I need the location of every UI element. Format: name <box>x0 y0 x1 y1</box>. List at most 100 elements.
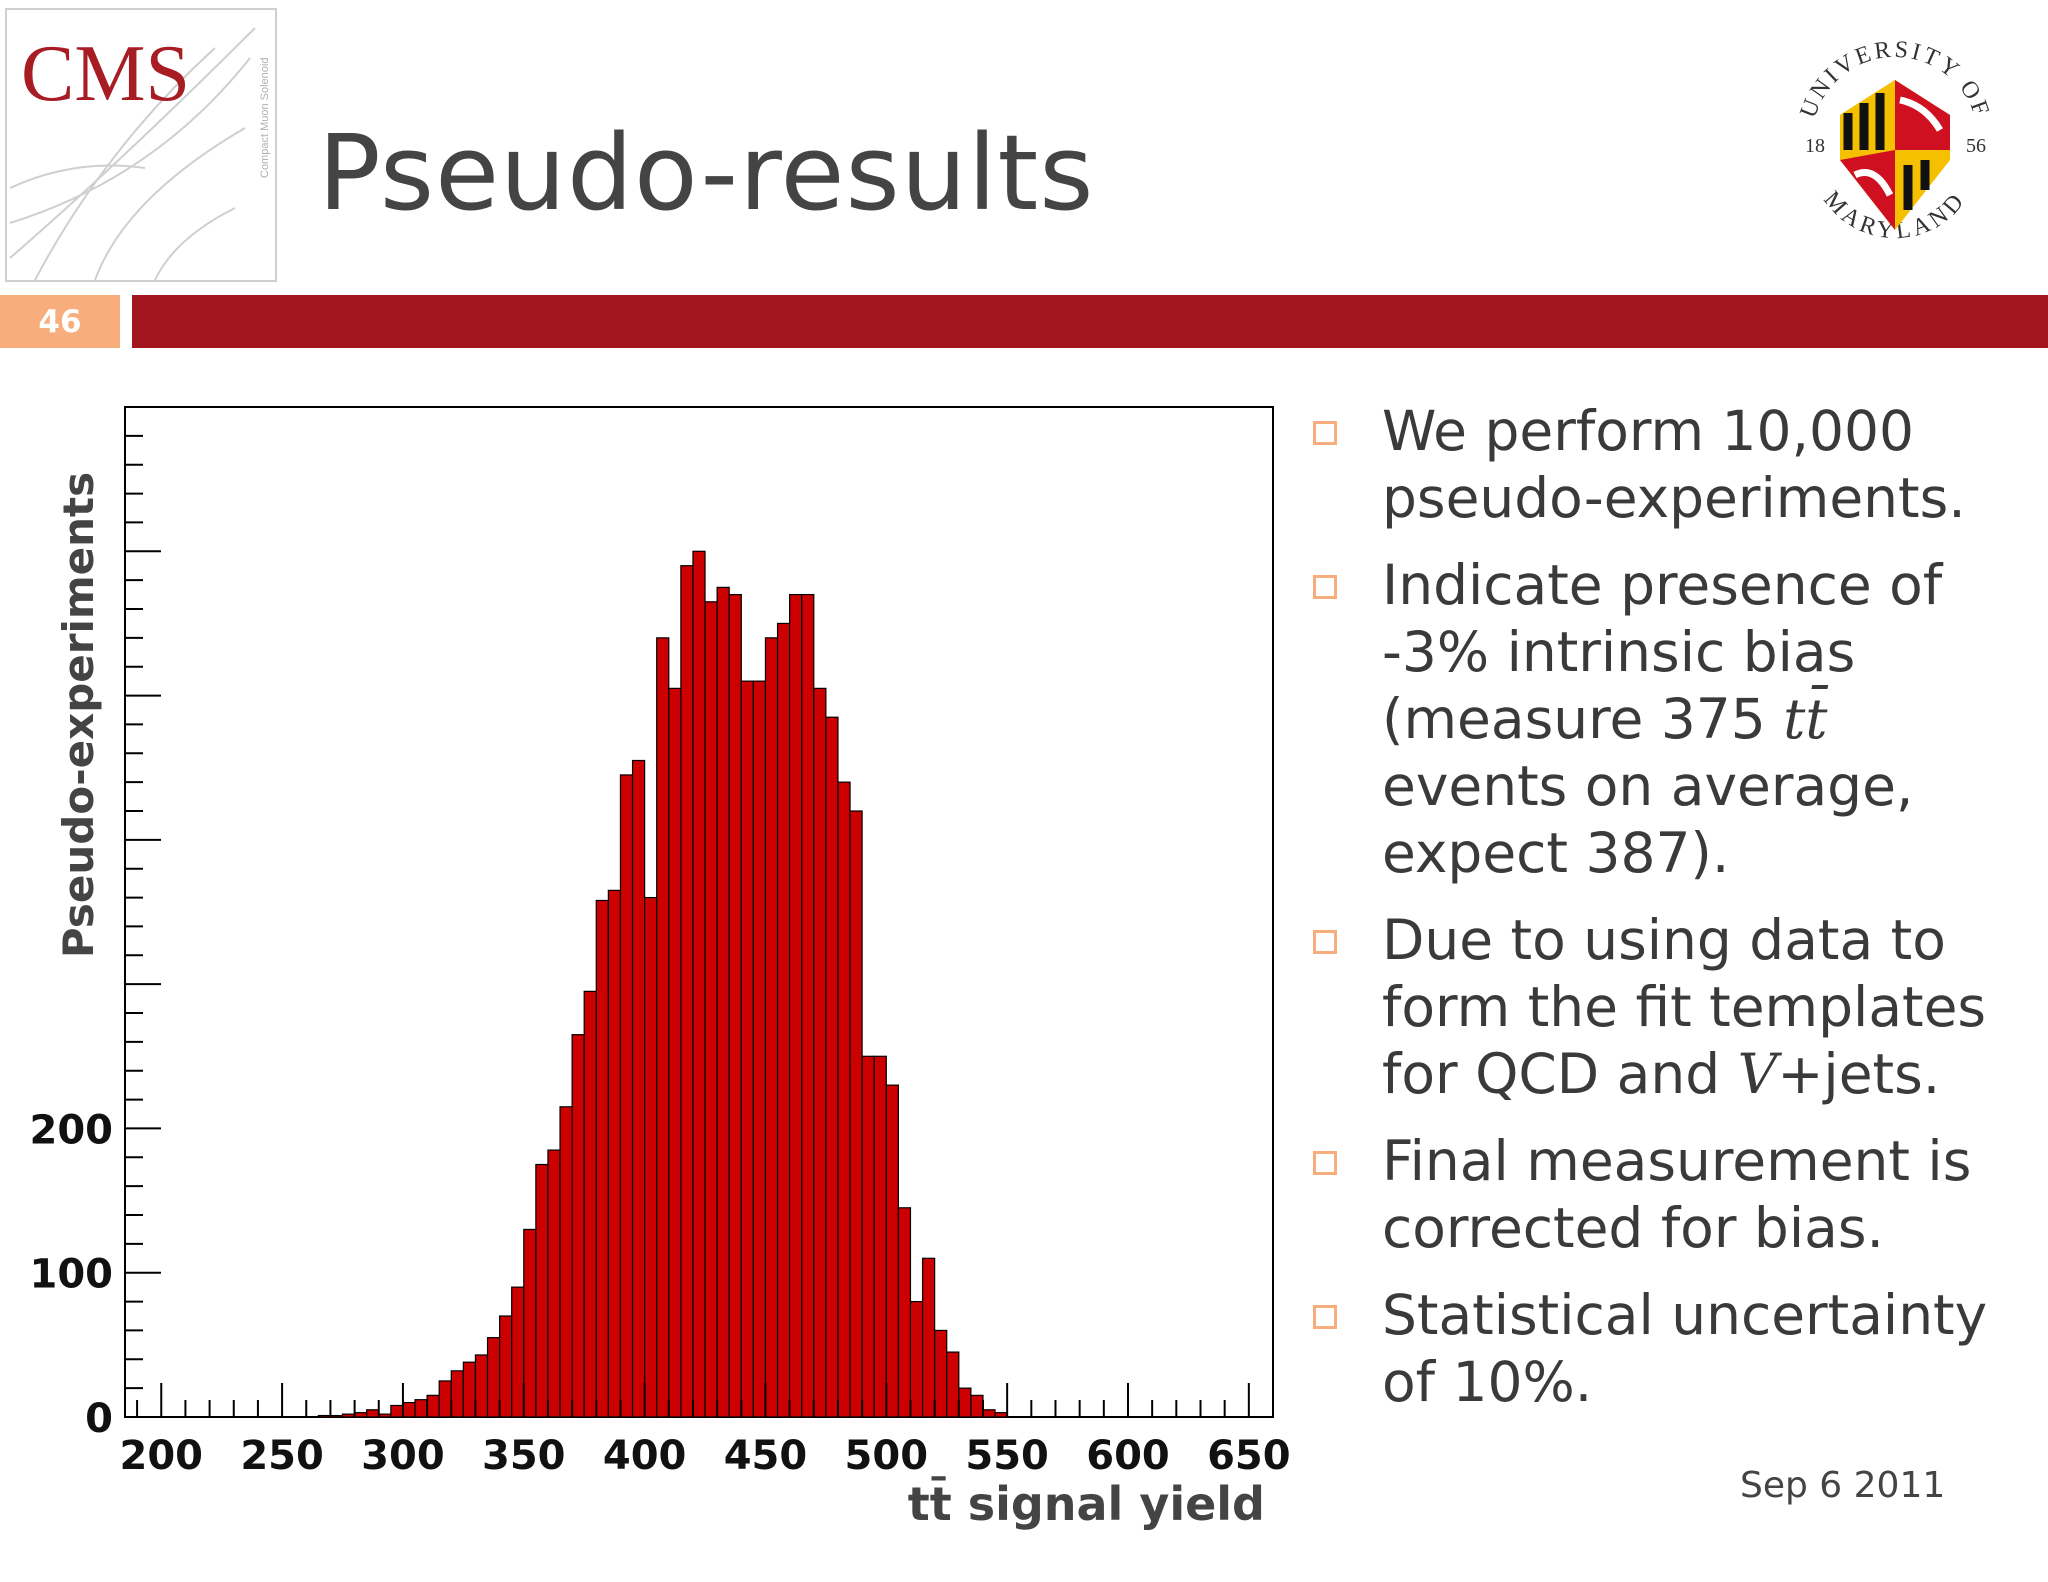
x-tick-label: 600 <box>1086 1433 1170 1479</box>
bullet-square-icon <box>1313 1151 1337 1175</box>
cms-logo: CMS Compact Muon Solenoid <box>5 8 277 282</box>
date-footer: Sep 6 2011 <box>1740 1465 1946 1506</box>
histogram-bar <box>994 1412 1008 1418</box>
bullet-line: for QCD and V+jets. <box>1382 1041 2040 1108</box>
histogram-bar <box>438 1380 452 1418</box>
x-tick-label: 450 <box>724 1433 808 1479</box>
histogram-bar <box>958 1387 972 1418</box>
histogram-bar <box>752 680 767 1418</box>
bullet-line: Due to using data to <box>1382 907 2040 974</box>
maryland-flag-shield-icon <box>1840 80 1950 230</box>
histogram-bar <box>486 1337 501 1418</box>
bullet-text-post: +jets. <box>1777 1042 1941 1106</box>
histogram-bar <box>329 1414 344 1418</box>
histogram-bar <box>571 1034 585 1418</box>
x-tick-label: 550 <box>965 1433 1049 1479</box>
histogram-bar <box>885 1084 899 1418</box>
umd-seal: UNIVERSITY OF MARYLAND 18 56 <box>1795 37 1991 245</box>
x-tick-label: 350 <box>482 1433 566 1479</box>
bullet-line: corrected for bias. <box>1382 1195 2040 1262</box>
bullet-line: (measure 375 tt̄ <box>1382 686 2040 753</box>
y-tick-label: 0 <box>85 1396 113 1442</box>
histogram-bar <box>692 550 706 1418</box>
bullet-text-pre: expect 387). <box>1382 821 1730 885</box>
histogram-bar <box>547 1149 561 1418</box>
bullet-square-icon <box>1313 930 1337 954</box>
bullet-text-pre: -3% intrinsic bias <box>1382 620 1856 684</box>
histogram-bar <box>801 593 815 1418</box>
histogram-bar <box>378 1413 392 1418</box>
x-axis-title: tt̄ signal yield <box>908 1476 1265 1531</box>
bullet-text-pre: corrected for bias. <box>1382 1196 1884 1260</box>
histogram-bar <box>414 1399 428 1418</box>
histogram-bar <box>849 810 863 1418</box>
x-tick-label: 200 <box>120 1433 204 1479</box>
histogram-bar <box>631 759 646 1418</box>
bullet-text-pre: form the fit templates <box>1382 975 1987 1039</box>
histogram-chart: 0 100 200 200 250 300 350 400 450 500 550 600 650 P… <box>30 406 1291 1531</box>
y-axis-title: Pseudo-experiments <box>54 472 103 958</box>
histogram-bar <box>450 1370 464 1418</box>
histogram-bar <box>728 593 742 1418</box>
bullet-text-pre: Statistical uncertainty <box>1382 1283 1988 1347</box>
histogram-bar <box>341 1413 356 1418</box>
bullet-text-math: V <box>1737 1042 1778 1106</box>
histogram-bar <box>523 1228 537 1418</box>
x-tick-label: 650 <box>1207 1433 1291 1479</box>
histogram-bar <box>982 1409 996 1418</box>
bullet-item: Due to using data to form the fit templat… <box>1310 907 2040 1108</box>
bullet-square-icon <box>1313 575 1337 599</box>
histogram-bar <box>462 1361 477 1418</box>
bullet-item: Indicate presence of -3% intrinsic bias (m… <box>1310 552 2040 887</box>
histogram-bar <box>897 1207 912 1418</box>
histogram-bar <box>559 1106 573 1418</box>
x-tick-label: 250 <box>240 1433 324 1479</box>
bullet-text-pre: Indicate presence of <box>1382 553 1943 617</box>
y-tick-label: 100 <box>30 1252 114 1298</box>
x-tick-label: 500 <box>845 1433 929 1479</box>
histogram-bar <box>680 565 694 1418</box>
histogram-bar <box>474 1354 489 1418</box>
bullet-line: expect 387). <box>1382 820 2040 887</box>
histogram-bar <box>837 781 851 1418</box>
bullet-text-pre: pseudo-experiments. <box>1382 466 1966 530</box>
histogram-bar <box>861 1055 875 1418</box>
seal-year-right: 56 <box>1966 135 1986 157</box>
histogram-bar <box>511 1286 525 1418</box>
bullet-item: We perform 10,000 pseudo-experiments. <box>1310 398 2040 532</box>
bullet-square-icon <box>1313 421 1337 445</box>
histogram-bar <box>873 1055 887 1418</box>
histogram-bar <box>619 774 634 1418</box>
histogram-bar <box>970 1394 984 1418</box>
title-accent-bar <box>132 295 2048 348</box>
histogram-bar <box>317 1414 332 1418</box>
histogram-bar <box>789 593 803 1418</box>
histogram-bar <box>909 1300 924 1418</box>
histogram-bar <box>813 687 827 1418</box>
histogram-bar <box>390 1404 404 1418</box>
histogram-bar <box>366 1409 380 1418</box>
bullet-text-pre: of 10%. <box>1382 1350 1593 1414</box>
histogram-bar <box>499 1315 513 1418</box>
bullet-square-icon <box>1313 1305 1337 1329</box>
bullet-text-pre: Final measurement is <box>1382 1129 1972 1193</box>
bullet-line: Indicate presence of <box>1382 552 2040 619</box>
histogram-bar <box>716 586 730 1418</box>
histogram-bar <box>776 622 791 1418</box>
bullet-item: Final measurement is corrected for bias. <box>1310 1128 2040 1262</box>
histogram-bar <box>535 1163 549 1418</box>
bullet-text-pre: events on average, <box>1382 754 1914 818</box>
bullet-line: We perform 10,000 <box>1382 398 2040 465</box>
slide-title: Pseudo-results <box>318 112 1095 234</box>
bullet-text-pre: We perform 10,000 <box>1382 399 1915 463</box>
bullet-text-pre: (measure 375 <box>1382 687 1784 751</box>
histogram-bar <box>607 889 622 1418</box>
bullet-line: form the fit templates <box>1382 974 2040 1041</box>
seal-year-left: 18 <box>1805 135 1825 157</box>
bullet-text-math: tt̄ <box>1783 687 1828 751</box>
histogram-bar <box>644 896 658 1418</box>
bullet-list: We perform 10,000 pseudo-experiments. Indi… <box>1310 398 2040 1436</box>
x-tick-label: 300 <box>361 1433 445 1479</box>
slide-number: 46 <box>0 295 120 348</box>
bullet-line: pseudo-experiments. <box>1382 465 2040 532</box>
